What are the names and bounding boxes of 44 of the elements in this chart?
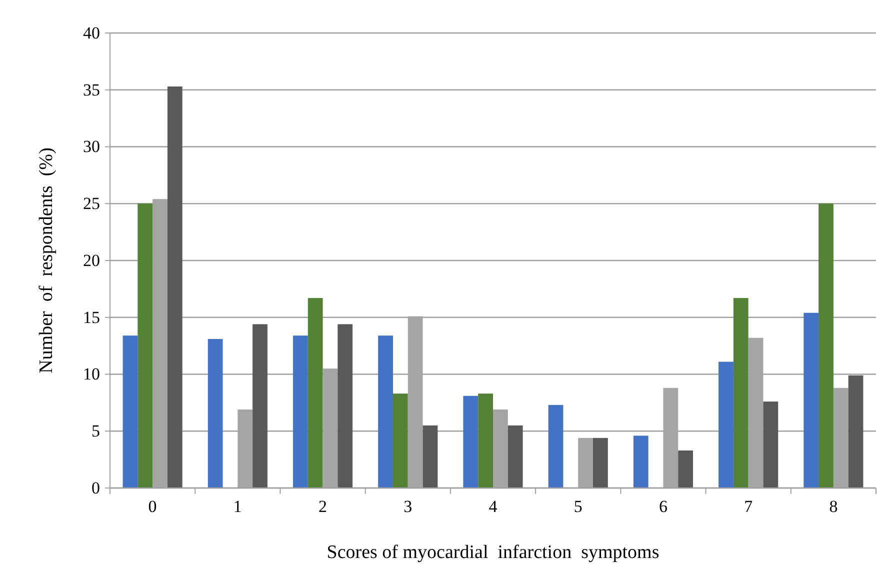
y-tick-label: 10 xyxy=(83,364,100,384)
y-tick-label: 0 xyxy=(92,478,100,498)
x-tick-label: 0 xyxy=(148,497,157,516)
bar xyxy=(378,336,393,488)
bar xyxy=(848,375,864,488)
bar xyxy=(733,298,748,488)
x-tick-label: 8 xyxy=(829,497,838,516)
bar xyxy=(422,425,438,488)
bar xyxy=(463,396,478,488)
bar xyxy=(804,312,819,488)
x-tick-label: 2 xyxy=(318,497,328,516)
bar xyxy=(633,436,648,488)
x-axis-title: Scores of myocardial infarction symptoms xyxy=(326,542,660,563)
bar xyxy=(818,204,834,488)
bar xyxy=(167,86,182,488)
x-tick-label: 4 xyxy=(488,497,498,516)
bar xyxy=(308,298,323,488)
y-axis-title: Number of respondents (%) xyxy=(36,148,57,374)
y-tick-label: 25 xyxy=(83,194,100,214)
bar xyxy=(508,425,523,488)
bar xyxy=(138,204,153,488)
bar xyxy=(678,450,694,488)
bar xyxy=(392,394,408,488)
bar xyxy=(122,336,138,488)
y-tick-label: 35 xyxy=(83,80,100,100)
bar xyxy=(763,402,778,488)
bar xyxy=(292,336,308,488)
y-tick-label: 40 xyxy=(83,23,100,42)
bar xyxy=(208,338,223,488)
bar xyxy=(478,394,493,488)
x-tick-label: 7 xyxy=(744,497,754,516)
x-tick-label: 3 xyxy=(404,497,412,516)
bar xyxy=(718,362,734,488)
x-tick-label: 6 xyxy=(658,497,668,516)
bar xyxy=(593,438,608,488)
y-tick-label: 20 xyxy=(83,250,100,270)
x-tick-label: 5 xyxy=(574,497,582,516)
y-tick-label: 15 xyxy=(83,308,100,327)
y-tick-label: 30 xyxy=(83,137,100,156)
y-tick-label: 5 xyxy=(92,422,100,441)
x-tick-label: 1 xyxy=(233,497,242,516)
bar xyxy=(338,324,353,488)
bar xyxy=(548,404,564,488)
bar xyxy=(252,324,268,488)
